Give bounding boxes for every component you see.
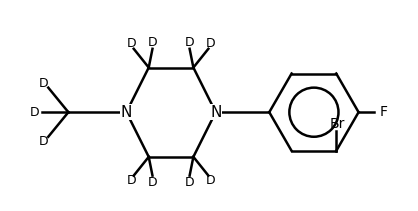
Text: D: D [205,37,215,50]
Text: N: N [210,105,222,120]
Text: D: D [39,135,48,148]
Text: D: D [185,176,194,189]
Text: D: D [148,176,157,189]
Text: F: F [379,105,387,119]
Text: D: D [185,36,194,49]
Text: Br: Br [329,117,345,131]
Text: D: D [205,174,215,187]
Text: N: N [121,105,132,120]
Text: D: D [148,36,157,49]
Text: D: D [30,106,40,119]
Text: D: D [39,77,48,90]
Text: D: D [127,37,137,50]
Text: D: D [127,174,137,187]
